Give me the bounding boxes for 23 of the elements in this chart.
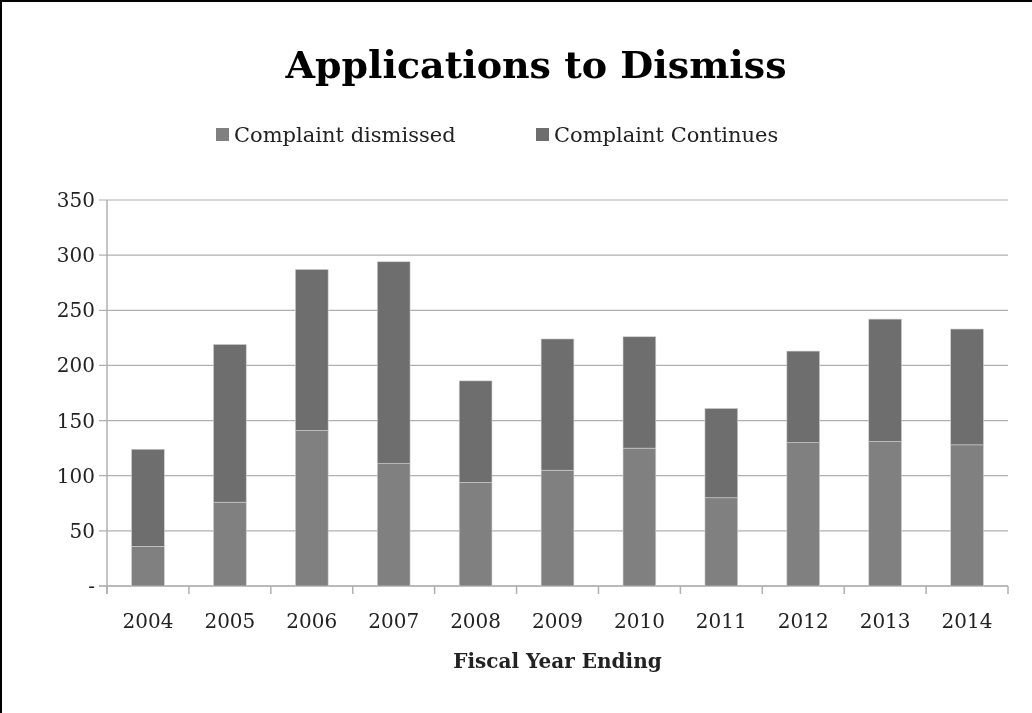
y-tick-label: 50 xyxy=(69,518,95,543)
y-tick-label: 100 xyxy=(56,463,95,488)
y-tick-label: 200 xyxy=(56,353,95,378)
y-tick-label: 350 xyxy=(56,188,95,212)
y-tick-label: 300 xyxy=(56,243,95,268)
x-tick-label: 2005 xyxy=(204,609,256,633)
x-tick-label: 2011 xyxy=(695,609,747,633)
x-tick-label: 2012 xyxy=(777,609,829,633)
x-axis-title: Fiscal Year Ending xyxy=(453,649,662,673)
x-tick-label: 2008 xyxy=(450,609,502,633)
x-tick-label: 2007 xyxy=(368,609,420,633)
x-tick-label: 2006 xyxy=(286,609,338,633)
x-tick-label: 2010 xyxy=(613,609,665,633)
legend-label: Complaint Continues xyxy=(554,123,779,147)
x-tick-label: 2014 xyxy=(941,609,993,633)
legend-label: Complaint dismissed xyxy=(234,123,456,147)
y-tick-label: 150 xyxy=(56,408,95,433)
y-tick-label: 250 xyxy=(56,298,95,323)
x-tick-label: 2013 xyxy=(859,609,911,633)
x-tick-label: 2009 xyxy=(532,609,583,633)
chart-title: Applications to Dismiss xyxy=(284,42,787,87)
x-tick-label: 2004 xyxy=(122,609,174,633)
y-tick-label: - xyxy=(88,574,95,598)
